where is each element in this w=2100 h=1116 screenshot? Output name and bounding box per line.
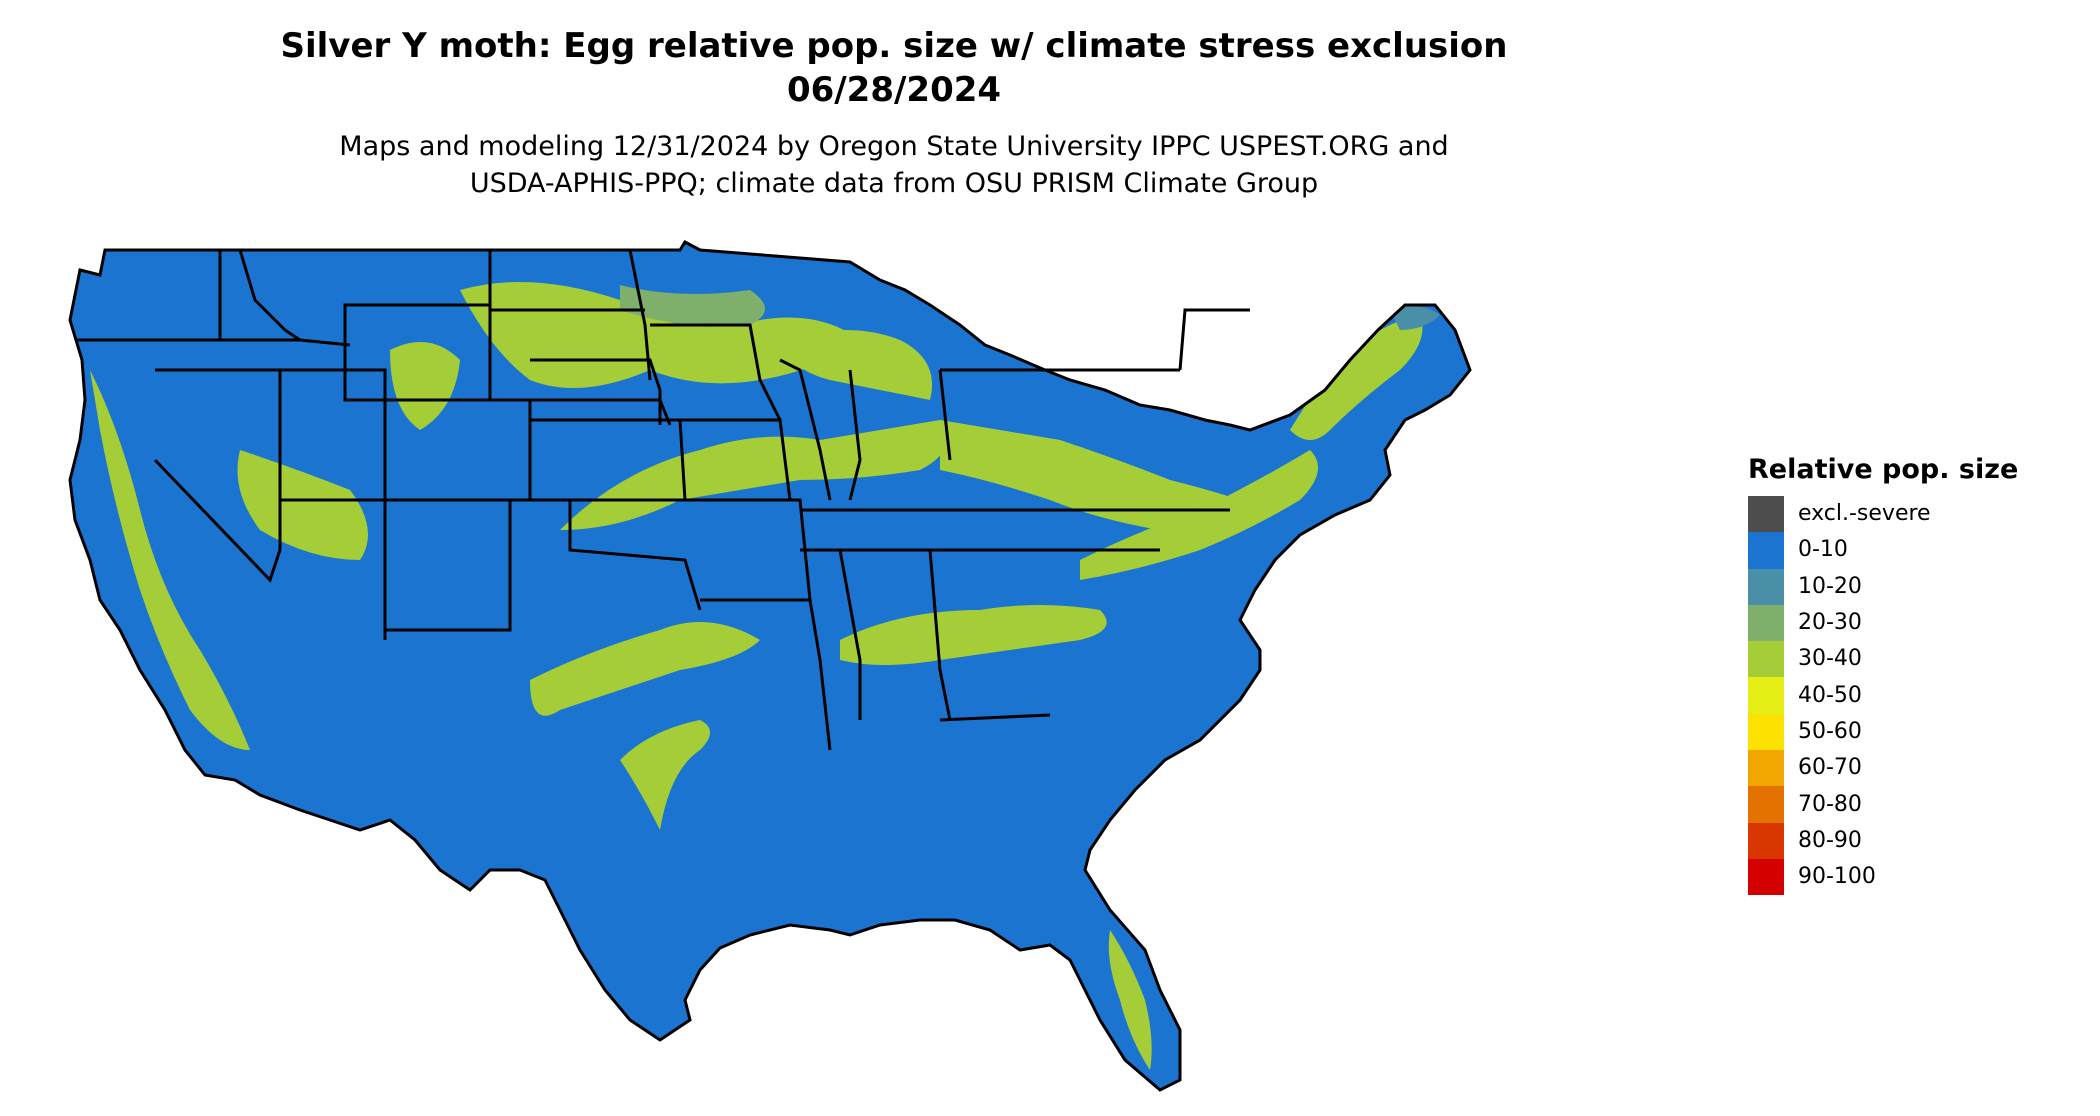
band-texas-coast [620,720,710,830]
legend-swatch [1748,568,1784,605]
legend-item: 90-100 [1748,858,2088,896]
legend-label: 40-50 [1798,682,1862,708]
legend-swatch [1748,677,1784,714]
border-ks-ok [530,418,687,502]
border-ok-tx [510,498,702,611]
legend-swatch [1748,532,1784,569]
border-nv [153,368,282,583]
legend-label: 80-90 [1798,827,1862,853]
legend-swatch [1748,750,1784,787]
border-il-in [779,358,832,501]
legend-item: 50-60 [1748,713,2088,751]
band-northern-plains-mid [620,285,765,326]
legend-label: 30-40 [1798,646,1862,672]
legend-swatch [1748,713,1784,751]
us-map-svg [68,240,1472,1092]
border-ny-ne [1178,308,1250,371]
border-oh-pa [938,369,952,461]
map-title-date: 06/28/2024 [786,70,1002,110]
map-title-line1: Silver Y moth: Egg relative pop. size w/… [280,26,1508,66]
band-great-basin [237,450,368,560]
band-texas [530,622,760,716]
legend-swatch [1748,822,1784,859]
border-id-mt [238,249,351,347]
border-ia-mo [660,418,792,501]
border-al-ga [928,549,952,721]
legend-swatch [1748,496,1784,533]
border-ms-al [838,549,862,720]
legend-label: 10-20 [1798,573,1862,599]
legend-title: Relative pop. size [1748,454,2019,485]
legend-item: 30-40 [1748,641,2088,678]
legend-label: 60-70 [1798,755,1862,781]
legend-label: 20-30 [1798,610,1862,636]
map-legend: Relative pop. size excl.-severe 0-10 10-20… [1748,452,2088,896]
border-mo-ar [685,498,812,601]
border-mn-wi-ia [650,323,782,421]
legend-item: 40-50 [1748,677,2088,714]
border-in-oh [848,369,862,501]
us-land-base [70,242,1470,1090]
map-subtitle: Maps and modeling 12/31/2024 by Oregon S… [0,128,1788,202]
map-title: Silver Y moth: Egg relative pop. size w/… [0,24,1788,112]
us-map [60,230,1710,1110]
us-outline [68,240,1472,1092]
border-ne-ks [530,398,672,426]
band-maine-mid [1390,306,1440,330]
legend-label: 70-80 [1798,791,1862,817]
band-west-coast [90,370,250,750]
border-sd-ne [530,358,662,425]
band-gulf-states [840,605,1107,665]
legend-item: 80-90 [1748,822,2088,859]
border-nd-mn [628,249,652,381]
legend-swatch [1748,604,1784,642]
legend-label: 0-10 [1798,537,1848,563]
legend-item: 10-20 [1748,568,2088,605]
legend-label: 90-100 [1798,864,1876,890]
legend-swatch [1748,858,1784,896]
legend-label: 50-60 [1798,718,1862,744]
legend-item: excl.-severe [1748,496,2088,533]
band-upper-midwest [780,330,932,400]
map-subtitle-line2: USDA-APHIS-PPQ; climate data from OSU PR… [469,168,1319,199]
legend-item: 60-70 [1748,750,2088,787]
legend-swatch [1748,786,1784,823]
legend-rows: excl.-severe 0-10 10-20 20-30 30-40 40-50 50-6… [1748,496,2088,896]
border-ga-fl [939,713,1051,722]
band-central-plains [560,420,947,530]
legend-item: 70-80 [1748,786,2088,823]
map-subtitle-line1: Maps and modeling 12/31/2024 by Oregon S… [339,131,1449,162]
border-ar-la [700,598,832,751]
state-borders [68,240,1472,1092]
legend-item: 20-30 [1748,604,2088,642]
band-appalachian [1080,450,1318,580]
band-northeast [1290,315,1423,440]
legend-item: 0-10 [1748,532,2088,569]
legend-label: excl.-severe [1798,501,1931,527]
legend-swatch [1748,641,1784,678]
band-florida [1108,930,1152,1070]
band-wyoming [390,342,460,430]
suitability-bands [90,282,1440,1070]
band-ohio-valley [940,420,1240,530]
border-nm-tx [385,498,512,632]
